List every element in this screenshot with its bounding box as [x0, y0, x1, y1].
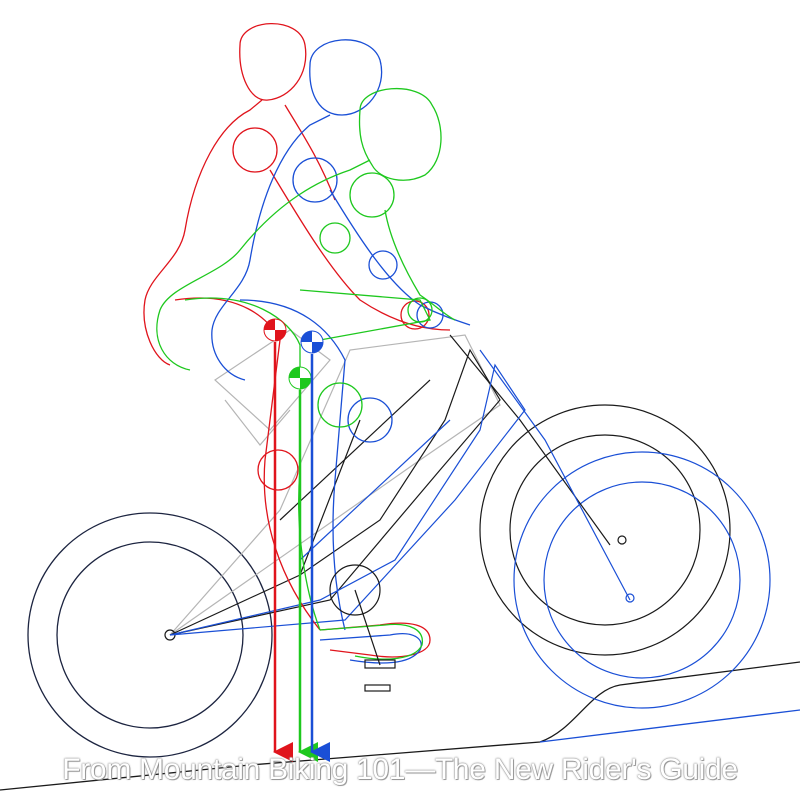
crank-pedals — [329, 564, 396, 692]
com-marker-blue — [300, 330, 324, 354]
source-caption: From Mountain Biking 101—The New Rider's… — [62, 753, 738, 786]
rear-wheel — [27, 512, 273, 758]
front-wheels — [479, 404, 771, 709]
com-marker-red — [263, 318, 287, 342]
center-of-mass-markers — [263, 318, 324, 390]
rider-blue — [211, 39, 471, 664]
rider-red — [143, 23, 451, 658]
com-marker-green — [288, 366, 312, 390]
ground-line-blue — [539, 709, 800, 743]
frame-blue — [169, 349, 635, 636]
weight-arrows — [273, 342, 330, 762]
frame-grey — [169, 329, 501, 636]
ground-lines — [0, 661, 800, 791]
frame-black — [164, 334, 627, 641]
